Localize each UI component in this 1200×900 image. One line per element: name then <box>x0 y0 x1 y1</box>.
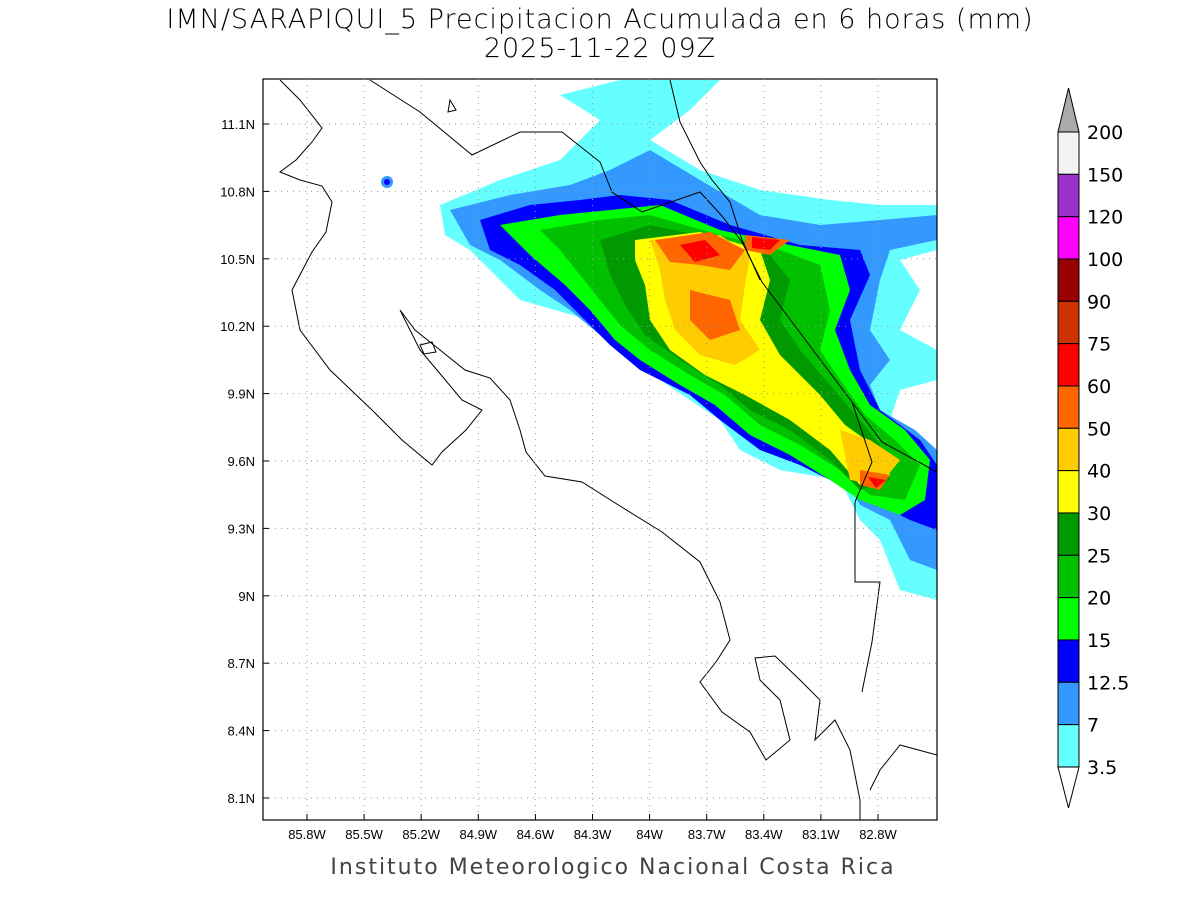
colorbar-label: 12.5 <box>1087 672 1129 694</box>
colorbar-label: 150 <box>1087 164 1123 186</box>
lat-tick-label: 10.5N <box>220 252 255 267</box>
colorbar-label: 90 <box>1087 291 1111 313</box>
colorbar-label: 7 <box>1087 715 1099 737</box>
colorbar-label: 50 <box>1087 418 1111 440</box>
lon-tick-label: 83.4W <box>745 827 783 842</box>
graticule <box>263 79 937 820</box>
colorbar-swatch <box>1057 470 1080 514</box>
precipitation-field <box>381 80 937 600</box>
colorbar-label: 40 <box>1087 461 1111 483</box>
colorbar-label: 200 <box>1087 122 1123 144</box>
lon-tick-label: 82.8W <box>859 827 897 842</box>
colorbar-swatch <box>1057 173 1080 218</box>
colorbar-label: 15 <box>1087 630 1111 652</box>
colorbar-label: 3.5 <box>1087 757 1117 779</box>
colorbar-label: 20 <box>1087 588 1111 610</box>
footer-credit: Instituto Meteorologico Nacional Costa R… <box>330 855 896 880</box>
lon-tick-label: 84.3W <box>574 827 612 842</box>
lon-tick-label: 84.6W <box>517 827 555 842</box>
lat-tick-label: 9.6N <box>228 454 255 469</box>
colorbar-swatch <box>1057 639 1080 683</box>
colorbar-swatch <box>1057 216 1080 260</box>
colorbar-swatch <box>1057 343 1080 387</box>
lat-tick-label: 8.1N <box>228 791 255 806</box>
map-frame <box>262 78 938 821</box>
colorbar-label: 75 <box>1087 334 1111 356</box>
chart-title: IMN/SARAPIQUI_5 Precipitacion Acumulada … <box>166 4 1034 35</box>
colorbar-label: 60 <box>1087 376 1111 398</box>
precip-isolated-core <box>384 179 390 185</box>
colorbar-swatch <box>1057 385 1080 429</box>
colorbar-swatch <box>1057 724 1080 768</box>
lat-tick-label: 8.7N <box>228 656 255 671</box>
lat-tick-label: 10.8N <box>220 184 255 199</box>
colorbar-swatch <box>1057 597 1080 641</box>
colorbar-swatch <box>1057 681 1080 726</box>
coastlines <box>278 79 937 820</box>
chart-subtitle: 2025-11-22 09Z <box>483 33 717 64</box>
colorbar-swatch <box>1057 512 1080 556</box>
colorbar-swatch <box>1057 427 1080 472</box>
colorbar-swatch <box>1057 554 1080 599</box>
colorbar-label: 30 <box>1087 503 1111 525</box>
lon-tick-label: 84.9W <box>460 827 498 842</box>
lon-tick-label: 85.8W <box>288 827 326 842</box>
colorbar-label: 120 <box>1087 207 1123 229</box>
colorbar-swatch <box>1057 131 1080 175</box>
lat-tick-label: 8.4N <box>228 724 255 739</box>
lon-tick-label: 83.1W <box>802 827 840 842</box>
lat-tick-label: 9.9N <box>228 387 255 402</box>
colorbar-swatch <box>1057 258 1080 302</box>
colorbar-under-triangle <box>1057 766 1080 809</box>
colorbar-over-triangle <box>1057 87 1080 133</box>
lon-tick-label: 83.7W <box>688 827 726 842</box>
lon-tick-label: 85.5W <box>345 827 383 842</box>
lon-tick-label: 85.2W <box>402 827 440 842</box>
lat-tick-label: 11.1N <box>221 117 255 132</box>
colorbar-label: 25 <box>1087 545 1111 567</box>
lat-tick-label: 10.2N <box>220 319 255 334</box>
lat-tick-label: 9N <box>238 589 255 604</box>
colorbar-swatch <box>1057 300 1080 345</box>
axis-ticks: 11.1N 10.8N 10.5N 10.2N 9.9N 9.6N 9.3N 9N 8.7N 8.… <box>220 117 897 842</box>
precip-50 <box>655 232 890 490</box>
lon-tick-label: 84W <box>636 827 663 842</box>
lat-tick-label: 9.3N <box>228 521 255 536</box>
colorbar: 200 150 120 100 90 75 60 50 40 30 25 20 15 12.5 7 3.5 <box>1057 87 1129 809</box>
colorbar-label: 100 <box>1087 249 1123 271</box>
